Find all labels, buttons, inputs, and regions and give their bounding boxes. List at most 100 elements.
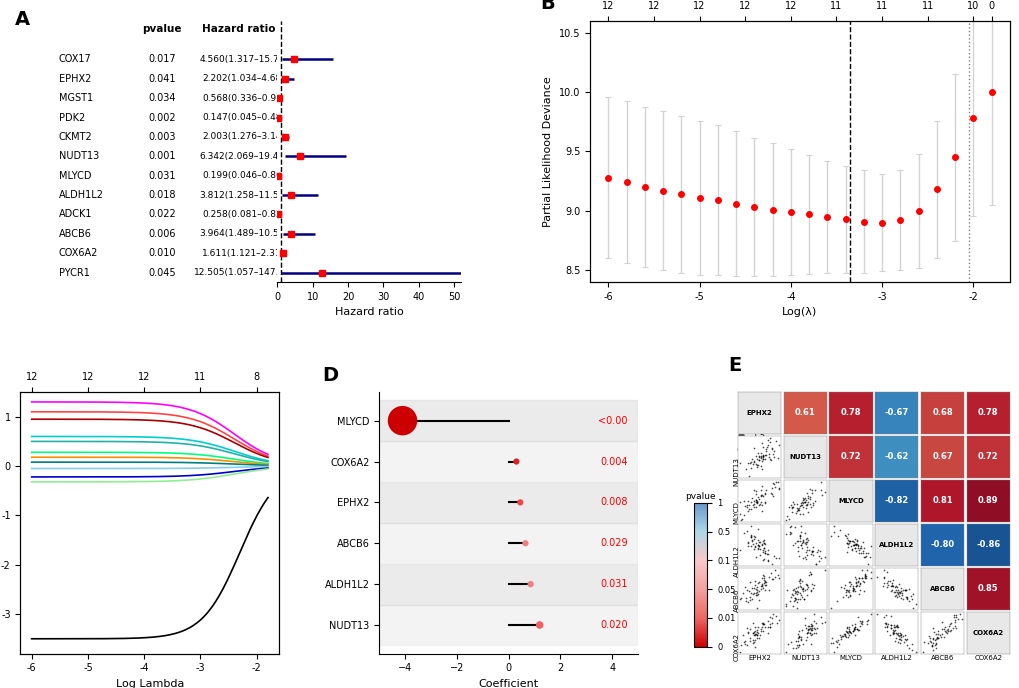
Point	[751, 537, 767, 548]
Point	[841, 538, 857, 549]
Point	[890, 633, 906, 644]
Point	[846, 585, 862, 596]
Text: 3.964(1.489–10.550): 3.964(1.489–10.550)	[199, 229, 293, 238]
Point	[769, 483, 786, 494]
Point	[822, 638, 839, 649]
Point	[899, 593, 915, 604]
Point	[755, 554, 771, 565]
Point	[790, 625, 806, 636]
Point	[733, 592, 749, 603]
Text: CKMT2: CKMT2	[59, 132, 93, 142]
Point	[792, 581, 808, 592]
Point	[793, 520, 809, 531]
Point	[878, 579, 895, 590]
Point	[843, 540, 859, 551]
Point	[762, 454, 779, 465]
Point	[745, 544, 761, 555]
Point	[756, 584, 772, 595]
Point	[745, 582, 761, 593]
Point	[765, 451, 782, 462]
Point	[949, 614, 965, 625]
Point	[837, 626, 853, 637]
Point	[844, 619, 860, 630]
Point	[742, 504, 758, 515]
Point	[854, 617, 870, 628]
Text: A: A	[15, 10, 31, 29]
Point	[785, 539, 801, 550]
Point	[751, 544, 767, 555]
Point	[795, 585, 811, 596]
Point	[845, 539, 861, 550]
Point	[761, 622, 777, 633]
Point	[749, 622, 765, 633]
Point	[802, 623, 818, 634]
Point	[798, 498, 814, 509]
Point	[753, 579, 769, 590]
Text: 1.611(1.121–2.316): 1.611(1.121–2.316)	[202, 248, 290, 257]
Point	[841, 577, 857, 588]
Text: ABCB6: ABCB6	[59, 228, 92, 239]
Point	[929, 632, 946, 643]
Point	[829, 634, 846, 645]
Point	[947, 623, 963, 634]
Point	[760, 584, 776, 595]
Point	[753, 581, 769, 592]
Point	[928, 632, 945, 643]
Point	[889, 620, 905, 631]
Point	[811, 545, 827, 556]
Point	[781, 522, 797, 533]
Point	[828, 642, 845, 653]
Point	[843, 544, 859, 555]
Point	[753, 622, 769, 633]
Text: NUDT13: NUDT13	[59, 151, 99, 161]
Point	[755, 578, 771, 589]
Point	[888, 621, 904, 632]
Point	[888, 592, 904, 603]
Point	[798, 541, 814, 552]
Text: <0.00: <0.00	[597, 416, 627, 426]
Point	[840, 541, 856, 552]
Point	[848, 623, 864, 634]
Point	[893, 582, 909, 593]
Point	[758, 549, 774, 560]
Point	[761, 619, 777, 630]
Point	[791, 500, 807, 511]
Point	[741, 592, 757, 603]
Point	[790, 640, 806, 651]
Point	[755, 537, 771, 548]
Point	[859, 548, 875, 559]
Point	[803, 484, 819, 495]
Text: 12.505(1.057–147.944): 12.505(1.057–147.944)	[194, 268, 300, 277]
Point	[844, 585, 860, 596]
Point	[760, 572, 776, 583]
Point	[802, 638, 818, 649]
Point	[878, 621, 895, 632]
Point	[801, 622, 817, 633]
Point	[890, 579, 906, 590]
Point	[747, 495, 763, 506]
Point	[770, 439, 787, 450]
Point	[802, 624, 818, 635]
Point	[755, 542, 771, 553]
Point	[896, 633, 912, 644]
Point	[907, 598, 923, 609]
Point	[807, 617, 823, 628]
Point	[795, 497, 811, 508]
Point	[849, 539, 865, 550]
Point	[806, 495, 822, 506]
Point	[851, 543, 867, 554]
Point	[836, 580, 852, 591]
Point	[744, 638, 760, 649]
Point	[789, 504, 805, 515]
X-axis label: ABCB6: ABCB6	[930, 655, 953, 661]
Point	[751, 550, 767, 561]
Point	[754, 618, 770, 629]
Point	[839, 585, 855, 596]
Point	[753, 464, 769, 475]
Point	[734, 588, 750, 599]
Point	[797, 536, 813, 547]
Point	[752, 453, 768, 464]
Point	[857, 570, 873, 581]
Point	[839, 537, 855, 548]
Point	[841, 622, 857, 633]
